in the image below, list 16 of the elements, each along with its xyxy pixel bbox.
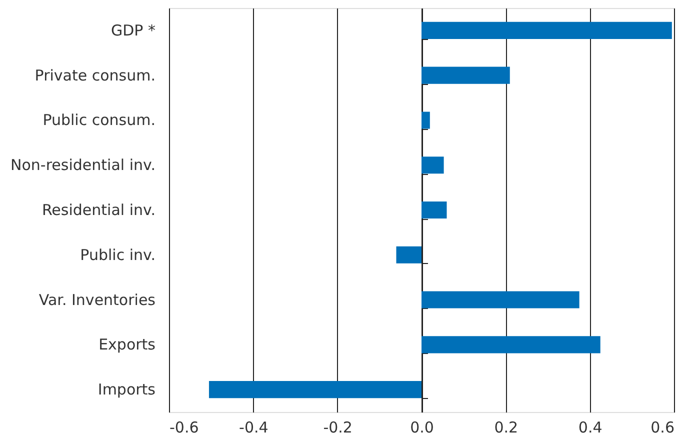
y-tick-label: Non-residential inv. [10, 156, 156, 174]
x-tick-label: 0.4 [578, 418, 602, 436]
y-tick-label: Imports [98, 380, 156, 399]
y-tick-label: Public consum. [42, 111, 156, 130]
x-tick-label: 0.2 [494, 418, 518, 436]
x-tick-label: 0.6 [650, 418, 674, 436]
x-tick-label: -0.4 [239, 418, 268, 436]
y-tick-label: Private consum. [34, 66, 156, 84]
y-tick-label: GDP * [111, 21, 156, 40]
y-tick-label: Exports [98, 336, 156, 354]
y-tick-label: Var. Inventories [38, 290, 156, 309]
y-tick-label: Public inv. [80, 246, 156, 264]
x-tick-label: -0.2 [323, 418, 352, 436]
x-tick-label: 0.0 [410, 418, 434, 436]
x-tick-label: -0.6 [170, 418, 199, 436]
y-tick-label: Residential inv. [42, 201, 156, 219]
